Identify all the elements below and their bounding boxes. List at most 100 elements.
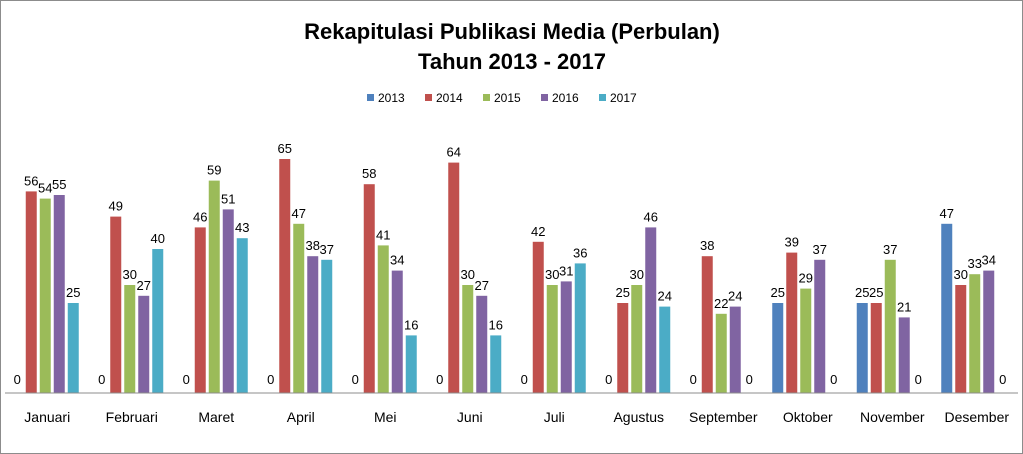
bar-2015-maret xyxy=(208,180,220,393)
legend-swatch-2016 xyxy=(541,94,548,101)
bar-2014-juni xyxy=(448,162,460,393)
x-tick-label-oktober: Oktober xyxy=(783,409,833,425)
bar-2014-agustus xyxy=(617,303,629,393)
x-tick-label-september: September xyxy=(689,409,758,425)
bar-2017-april xyxy=(321,259,333,393)
data-label-2016-januari: 55 xyxy=(52,177,66,192)
bar-2017-mei xyxy=(405,335,417,393)
data-label-2014-desember: 30 xyxy=(954,267,968,282)
bar-2015-mei xyxy=(377,245,389,393)
bar-2017-maret xyxy=(236,238,248,393)
data-label-2016-juni: 27 xyxy=(475,278,489,293)
data-label-2016-mei: 34 xyxy=(390,253,404,268)
bar-2015-juni xyxy=(462,285,474,393)
data-label-2013-agustus: 0 xyxy=(605,372,612,387)
data-label-2016-november: 21 xyxy=(897,299,911,314)
legend-swatch-2013 xyxy=(367,94,374,101)
data-label-2017-mei: 16 xyxy=(404,317,418,332)
data-label-2017-oktober: 0 xyxy=(830,372,837,387)
data-label-2014-mei: 58 xyxy=(362,166,376,181)
chart-title-line-1: Rekapitulasi Publikasi Media (Perbulan) xyxy=(304,19,720,44)
bar-2015-januari xyxy=(39,198,51,393)
bar-2015-februari xyxy=(124,285,136,393)
data-label-2015-maret: 59 xyxy=(207,163,221,178)
bars-group xyxy=(25,159,995,393)
legend: 2013 2014 2015 2016 2017 xyxy=(367,91,637,105)
bar-2017-juli xyxy=(574,263,586,393)
x-tick-label-mei: Mei xyxy=(374,409,397,425)
x-tick-label-juni: Juni xyxy=(457,409,483,425)
bar-2015-november xyxy=(884,259,896,393)
data-label-2014-agustus: 25 xyxy=(616,285,630,300)
data-label-2015-juni: 30 xyxy=(461,267,475,282)
data-label-2017-maret: 43 xyxy=(235,220,249,235)
bar-2017-januari xyxy=(67,303,79,393)
data-label-2014-november: 25 xyxy=(869,285,883,300)
data-label-2014-januari: 56 xyxy=(24,173,38,188)
data-label-2015-oktober: 29 xyxy=(799,271,813,286)
data-label-2017-september: 0 xyxy=(746,372,753,387)
bar-2013-oktober xyxy=(772,303,784,393)
x-tick-label-maret: Maret xyxy=(198,409,234,425)
bar-2016-april xyxy=(307,256,319,393)
data-label-2014-februari: 49 xyxy=(109,199,123,214)
data-label-2015-september: 22 xyxy=(714,296,728,311)
data-label-2013-januari: 0 xyxy=(14,372,21,387)
data-label-2015-februari: 30 xyxy=(123,267,137,282)
x-axis-ticks: Januari Februari Maret April Mei Juni Juli Agus… xyxy=(24,409,1009,425)
bar-2014-mei xyxy=(363,184,375,393)
data-label-2015-agustus: 30 xyxy=(630,267,644,282)
data-label-2015-juli: 30 xyxy=(545,267,559,282)
data-label-2016-agustus: 46 xyxy=(644,209,658,224)
bar-2017-agustus xyxy=(659,306,671,393)
data-label-2013-juli: 0 xyxy=(521,372,528,387)
data-label-2014-april: 65 xyxy=(278,141,292,156)
x-tick-label-januari: Januari xyxy=(24,409,70,425)
bar-2017-juni xyxy=(490,335,502,393)
bar-2016-februari xyxy=(138,295,150,393)
legend-swatch-2017 xyxy=(599,94,606,101)
data-label-2016-februari: 27 xyxy=(137,278,151,293)
bar-2016-mei xyxy=(391,270,403,393)
data-label-2017-juni: 16 xyxy=(489,317,503,332)
bar-2014-september xyxy=(701,256,713,393)
legend-swatch-2014 xyxy=(425,94,432,101)
data-label-2014-oktober: 39 xyxy=(785,235,799,250)
bar-2016-maret xyxy=(222,209,234,393)
data-label-2016-desember: 34 xyxy=(982,253,996,268)
data-label-2016-april: 38 xyxy=(306,238,320,253)
bar-2015-agustus xyxy=(631,285,643,393)
data-label-2013-oktober: 25 xyxy=(771,285,785,300)
bar-2015-desember xyxy=(969,274,981,393)
bar-2014-november xyxy=(870,303,882,393)
data-label-2014-juni: 64 xyxy=(447,145,461,160)
bar-2015-oktober xyxy=(800,288,812,393)
x-tick-label-desember: Desember xyxy=(944,409,1009,425)
bar-2016-desember xyxy=(983,270,995,393)
legend-label-2015: 2015 xyxy=(494,91,521,105)
data-label-2017-januari: 25 xyxy=(66,285,80,300)
data-label-2014-maret: 46 xyxy=(193,209,207,224)
data-label-2015-april: 47 xyxy=(292,206,306,221)
x-tick-label-agustus: Agustus xyxy=(613,409,664,425)
x-tick-label-februari: Februari xyxy=(106,409,158,425)
data-label-2017-februari: 40 xyxy=(151,231,165,246)
data-label-2014-september: 38 xyxy=(700,238,714,253)
data-label-2017-november: 0 xyxy=(915,372,922,387)
data-label-2016-maret: 51 xyxy=(221,191,235,206)
chart-title-line-2: Tahun 2013 - 2017 xyxy=(418,49,606,74)
data-label-2017-agustus: 24 xyxy=(658,289,672,304)
data-label-2017-desember: 0 xyxy=(999,372,1006,387)
legend-label-2013: 2013 xyxy=(378,91,405,105)
data-label-2013-desember: 47 xyxy=(940,206,954,221)
legend-label-2014: 2014 xyxy=(436,91,463,105)
bar-2014-april xyxy=(279,159,291,393)
bar-2015-april xyxy=(293,223,305,393)
data-label-2015-mei: 41 xyxy=(376,227,390,242)
data-label-2013-september: 0 xyxy=(690,372,697,387)
bar-2016-agustus xyxy=(645,227,657,393)
data-label-2013-februari: 0 xyxy=(98,372,105,387)
bar-2013-november xyxy=(856,303,868,393)
x-tick-label-november: November xyxy=(860,409,925,425)
bar-2015-juli xyxy=(546,285,558,393)
